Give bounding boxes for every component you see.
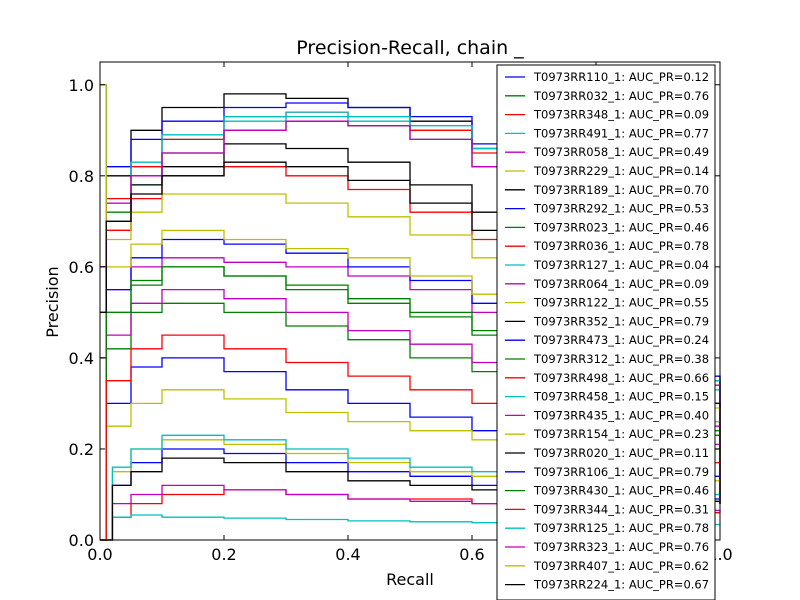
legend-entry: T0973RR348_1: AUC_PR=0.09 <box>533 108 709 122</box>
legend-entry: T0973RR224_1: AUC_PR=0.67 <box>533 578 709 592</box>
legend-entry: T0973RR106_1: AUC_PR=0.79 <box>533 465 709 479</box>
legend-entry: T0973RR344_1: AUC_PR=0.31 <box>533 502 709 516</box>
y-tick-label: 0.2 <box>69 440 94 459</box>
legend-entry: T0973RR473_1: AUC_PR=0.24 <box>533 333 709 347</box>
chart-title: Precision-Recall, chain _ <box>296 37 524 59</box>
y-tick-label: 0.0 <box>69 531 94 550</box>
legend-entry: T0973RR058_1: AUC_PR=0.49 <box>533 145 709 159</box>
x-axis-label: Recall <box>386 570 434 589</box>
x-tick-label: 0.6 <box>459 545 484 564</box>
legend-entry: T0973RR154_1: AUC_PR=0.23 <box>533 427 709 441</box>
legend-entry: T0973RR491_1: AUC_PR=0.77 <box>533 126 709 140</box>
y-tick-label: 0.4 <box>69 349 94 368</box>
legend-entry: T0973RR498_1: AUC_PR=0.66 <box>533 371 709 385</box>
legend: T0973RR110_1: AUC_PR=0.12 T0973RR032_1: A… <box>496 64 716 600</box>
legend-entry: T0973RR127_1: AUC_PR=0.04 <box>533 258 709 272</box>
x-tick-label: 0.2 <box>211 545 236 564</box>
legend-entry: T0973RR435_1: AUC_PR=0.40 <box>533 408 709 422</box>
legend-entry: T0973RR407_1: AUC_PR=0.62 <box>533 559 709 573</box>
legend-entry: T0973RR323_1: AUC_PR=0.76 <box>533 540 709 554</box>
legend-entry: T0973RR292_1: AUC_PR=0.53 <box>533 202 709 216</box>
y-axis-label: Precision <box>43 266 62 337</box>
legend-entry: T0973RR430_1: AUC_PR=0.46 <box>533 484 709 498</box>
legend-entry: T0973RR352_1: AUC_PR=0.79 <box>533 314 709 328</box>
legend-entry: T0973RR032_1: AUC_PR=0.76 <box>533 89 709 103</box>
y-tick-label: 1.0 <box>69 76 94 95</box>
axes-frame <box>99 61 721 541</box>
legend-entry: T0973RR125_1: AUC_PR=0.78 <box>533 521 709 535</box>
legend-entry: T0973RR036_1: AUC_PR=0.78 <box>533 239 709 253</box>
legend-entry: T0973RR229_1: AUC_PR=0.14 <box>533 164 709 178</box>
legend-entry: T0973RR458_1: AUC_PR=0.15 <box>533 390 709 404</box>
y-tick-label: 0.8 <box>69 167 94 186</box>
legend-entry: T0973RR122_1: AUC_PR=0.55 <box>533 296 709 310</box>
legend-entry: T0973RR312_1: AUC_PR=0.38 <box>533 352 709 366</box>
legend-entry: T0973RR189_1: AUC_PR=0.70 <box>533 183 709 197</box>
x-tick-label: 0.4 <box>335 545 360 564</box>
legend-entry: T0973RR020_1: AUC_PR=0.11 <box>533 446 709 460</box>
legend-box <box>496 64 716 600</box>
legend-entry: T0973RR064_1: AUC_PR=0.09 <box>533 277 709 291</box>
y-tick-label: 0.6 <box>69 258 94 277</box>
x-tick-label: 0.0 <box>87 545 112 564</box>
legend-entry: T0973RR110_1: AUC_PR=0.12 <box>533 70 709 84</box>
legend-entry: T0973RR023_1: AUC_PR=0.46 <box>533 220 709 234</box>
